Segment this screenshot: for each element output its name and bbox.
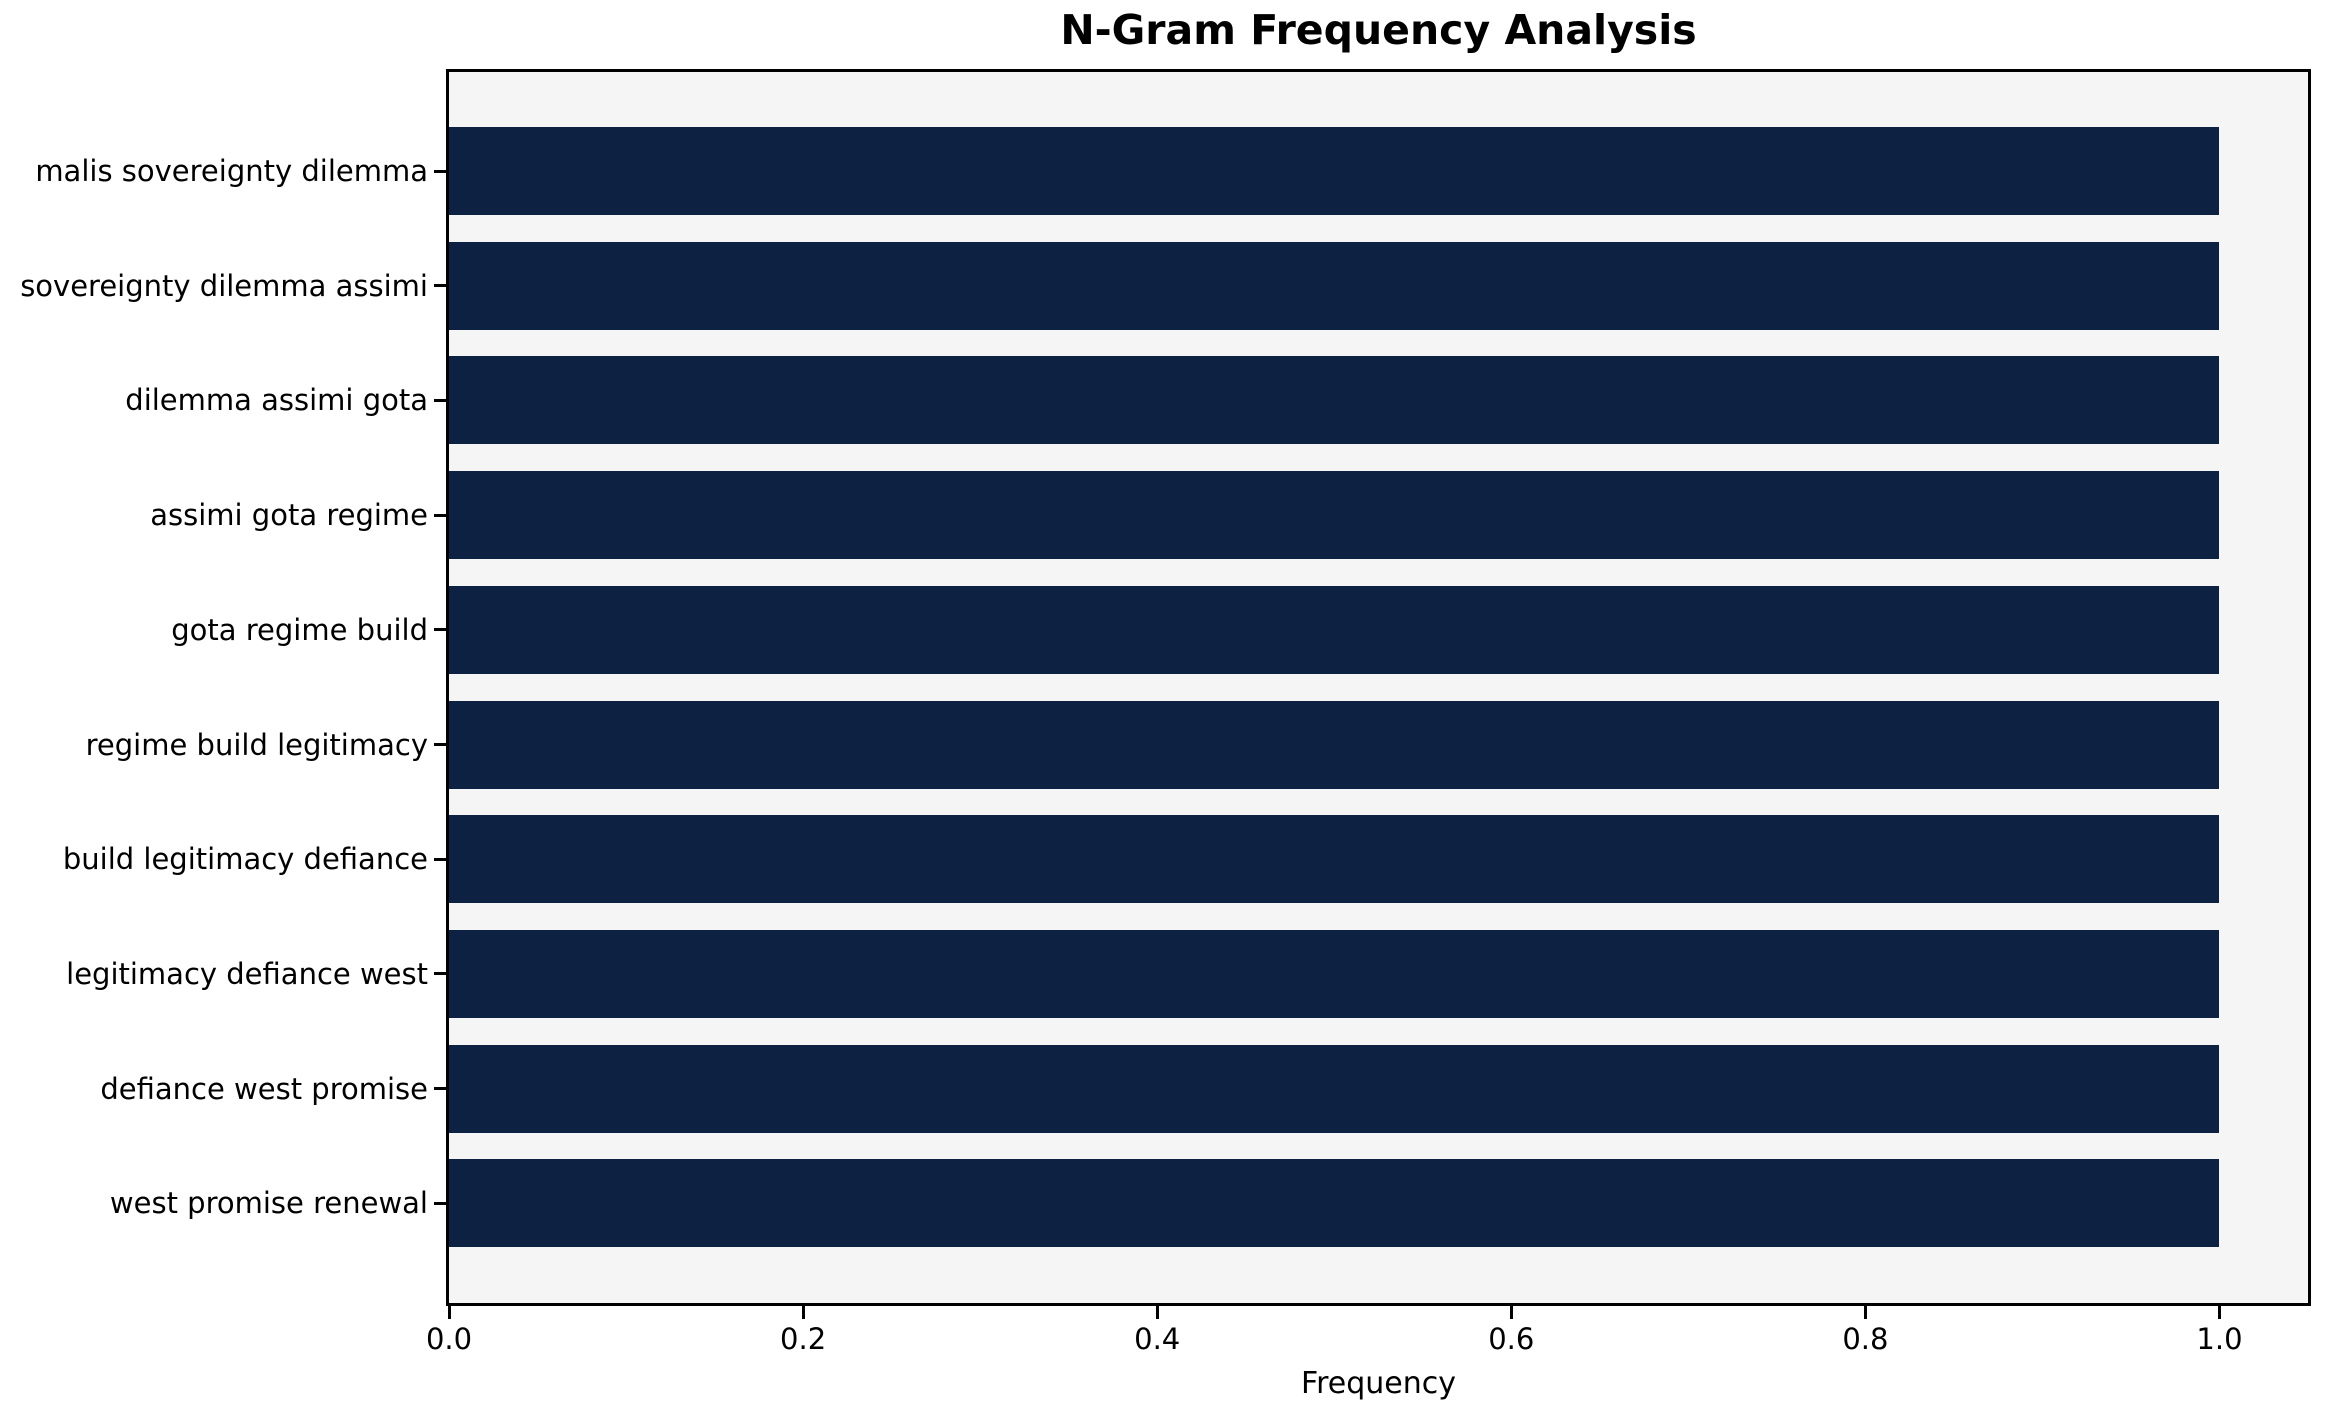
plot-area bbox=[446, 69, 2311, 1306]
y-tick-label: assimi gota regime bbox=[150, 498, 428, 533]
x-tick-mark bbox=[801, 1306, 805, 1319]
x-tick-label: 0.8 bbox=[1842, 1322, 1889, 1356]
y-tick-label: build legitimacy defiance bbox=[62, 842, 428, 877]
y-tick-mark bbox=[434, 857, 446, 861]
y-tick-mark bbox=[434, 628, 446, 632]
bar bbox=[449, 356, 2220, 445]
y-tick-label: malis sovereignty dilemma bbox=[35, 154, 428, 188]
bar bbox=[449, 1044, 2220, 1133]
y-tick-label: regime build legitimacy bbox=[85, 727, 428, 762]
x-axis-label: Frequency bbox=[1301, 1366, 1456, 1401]
bar bbox=[449, 1159, 2220, 1248]
x-tick-mark bbox=[447, 1306, 451, 1319]
x-tick-label: 0.6 bbox=[1488, 1322, 1535, 1356]
bar bbox=[449, 585, 2220, 674]
chart-title: N-Gram Frequency Analysis bbox=[1060, 6, 1697, 54]
x-tick-mark bbox=[1863, 1306, 1867, 1319]
bar bbox=[449, 241, 2220, 330]
y-tick-label: legitimacy defiance west bbox=[66, 956, 428, 991]
y-tick-label: west promise renewal bbox=[109, 1186, 428, 1221]
y-tick-mark bbox=[434, 169, 446, 173]
x-tick-label: 0.4 bbox=[1134, 1322, 1181, 1356]
y-tick-label: dilemma assimi gota bbox=[125, 383, 428, 418]
x-tick-label: 0.0 bbox=[425, 1322, 473, 1356]
y-tick-mark bbox=[434, 1087, 446, 1091]
y-tick-mark bbox=[434, 1201, 446, 1205]
bar bbox=[449, 929, 2220, 1018]
x-tick-label: 1.0 bbox=[2196, 1322, 2243, 1356]
bar bbox=[449, 815, 2220, 904]
y-tick-mark bbox=[434, 398, 446, 402]
y-tick-label: defiance west promise bbox=[100, 1071, 428, 1106]
x-tick-mark bbox=[2217, 1306, 2221, 1319]
x-tick-label: 0.2 bbox=[780, 1322, 827, 1356]
bar bbox=[449, 127, 2220, 215]
y-tick-mark bbox=[434, 972, 446, 976]
y-tick-mark bbox=[434, 743, 446, 746]
y-tick-label: gota regime build bbox=[171, 612, 428, 647]
x-tick-mark bbox=[1509, 1306, 1513, 1319]
y-tick-label: sovereignty dilemma assimi bbox=[20, 268, 428, 303]
y-tick-mark bbox=[434, 284, 446, 288]
bar bbox=[449, 471, 2220, 560]
bar bbox=[449, 700, 2220, 789]
y-tick-mark bbox=[434, 513, 446, 517]
x-tick-mark bbox=[1155, 1306, 1159, 1319]
